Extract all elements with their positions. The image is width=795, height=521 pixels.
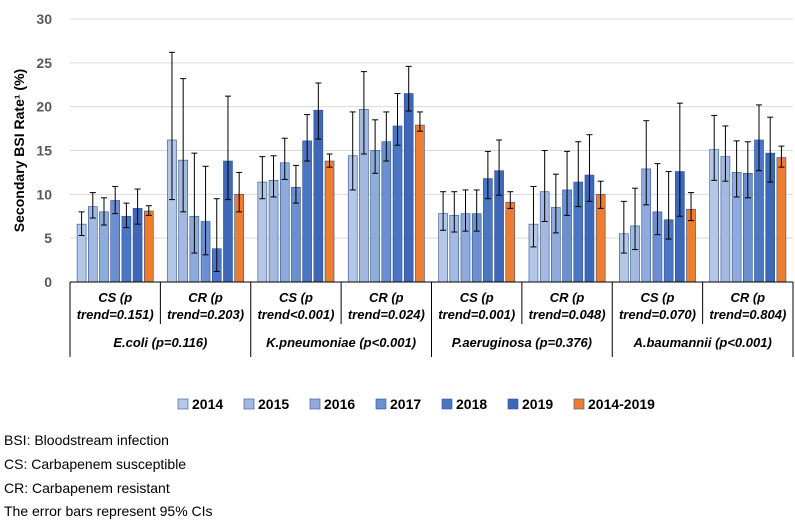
subgroup-label: trend=0.048) (529, 307, 606, 322)
bar (381, 141, 392, 283)
subgroup-label: CR (p (188, 290, 223, 305)
organism-label: E.coli (p=0.116) (113, 335, 207, 350)
bar (415, 124, 425, 283)
bar (279, 162, 290, 283)
note-bsi: BSI: Bloodstream infection (4, 432, 169, 448)
y-tick-label: 10 (36, 186, 52, 202)
subgroup-label: trend=0.151) (77, 307, 154, 322)
category-labels: CS (p trend=0.151) CR (p trend=0.203) CS (p t… (77, 290, 787, 350)
y-tick-label: 30 (36, 11, 52, 27)
subgroup-label: CS (p (98, 290, 132, 305)
subgroup-label: trend=0.203) (167, 307, 244, 322)
subgroup-label: trend<0.001) (257, 307, 334, 322)
legend-swatch (441, 398, 453, 410)
y-tick-label: 5 (44, 230, 52, 246)
legend-label: 2015 (258, 396, 289, 412)
bar (324, 160, 335, 283)
bar (143, 210, 154, 283)
legend-swatch (573, 398, 585, 410)
legend-label: 2018 (456, 396, 487, 412)
legend-swatch (375, 398, 387, 410)
subgroup-label: CS (p (460, 290, 494, 305)
legend-swatch (243, 398, 255, 410)
legend-label: 2016 (324, 396, 355, 412)
subgroup-label: CR (p (369, 290, 404, 305)
organism-label: P.aeruginosa (p=0.376) (452, 335, 592, 350)
axes: 0 5 10 15 20 25 30 (36, 11, 794, 357)
y-tick-label: 0 (44, 274, 52, 290)
organism-label: K.pneumoniae (p<0.001) (266, 335, 416, 350)
subgroup-label: trend=0.804) (709, 307, 786, 322)
subgroup-label: trend=0.070) (619, 307, 696, 322)
subgroup-label: trend=0.001) (438, 307, 515, 322)
bar (302, 140, 312, 283)
legend-label: 2017 (390, 396, 421, 412)
subgroup-label: CR (p (730, 290, 765, 305)
bar (403, 93, 414, 283)
organism-label: A.baumannii (p<0.001) (632, 335, 771, 350)
legend-label: 2014 (192, 396, 223, 412)
bar (776, 157, 787, 283)
legend-swatch (507, 398, 519, 410)
subgroup-label: trend=0.024) (348, 307, 425, 322)
legend-label: 2019 (522, 396, 553, 412)
subgroup-label: CS (p (640, 290, 674, 305)
note-cr: CR: Carbapenem resistant (4, 480, 170, 496)
subgroup-label: CR (p (550, 290, 585, 305)
legend-swatch (309, 398, 321, 410)
y-tick-label: 25 (36, 55, 52, 71)
bar (505, 201, 516, 283)
y-tick-label: 15 (36, 143, 52, 159)
legend-swatch (177, 398, 189, 410)
bar (392, 125, 403, 283)
y-tick-label: 20 (36, 99, 52, 115)
note-error-bars: The error bars represent 95% CIs (4, 503, 213, 519)
legend-label: 2014-2019 (588, 396, 655, 412)
bar-chart: 0 5 10 15 20 25 30 Secondary BSI Rate¹ (%) CS … (11, 11, 794, 412)
subgroup-label: CS (p (279, 290, 313, 305)
legend: 2014 2015 2016 2017 2018 2019 2014-2019 (177, 396, 655, 412)
y-axis-label: Secondary BSI Rate¹ (%) (11, 69, 27, 232)
note-cs: CS: Carbapenem susceptible (4, 456, 187, 472)
bars (76, 51, 787, 283)
